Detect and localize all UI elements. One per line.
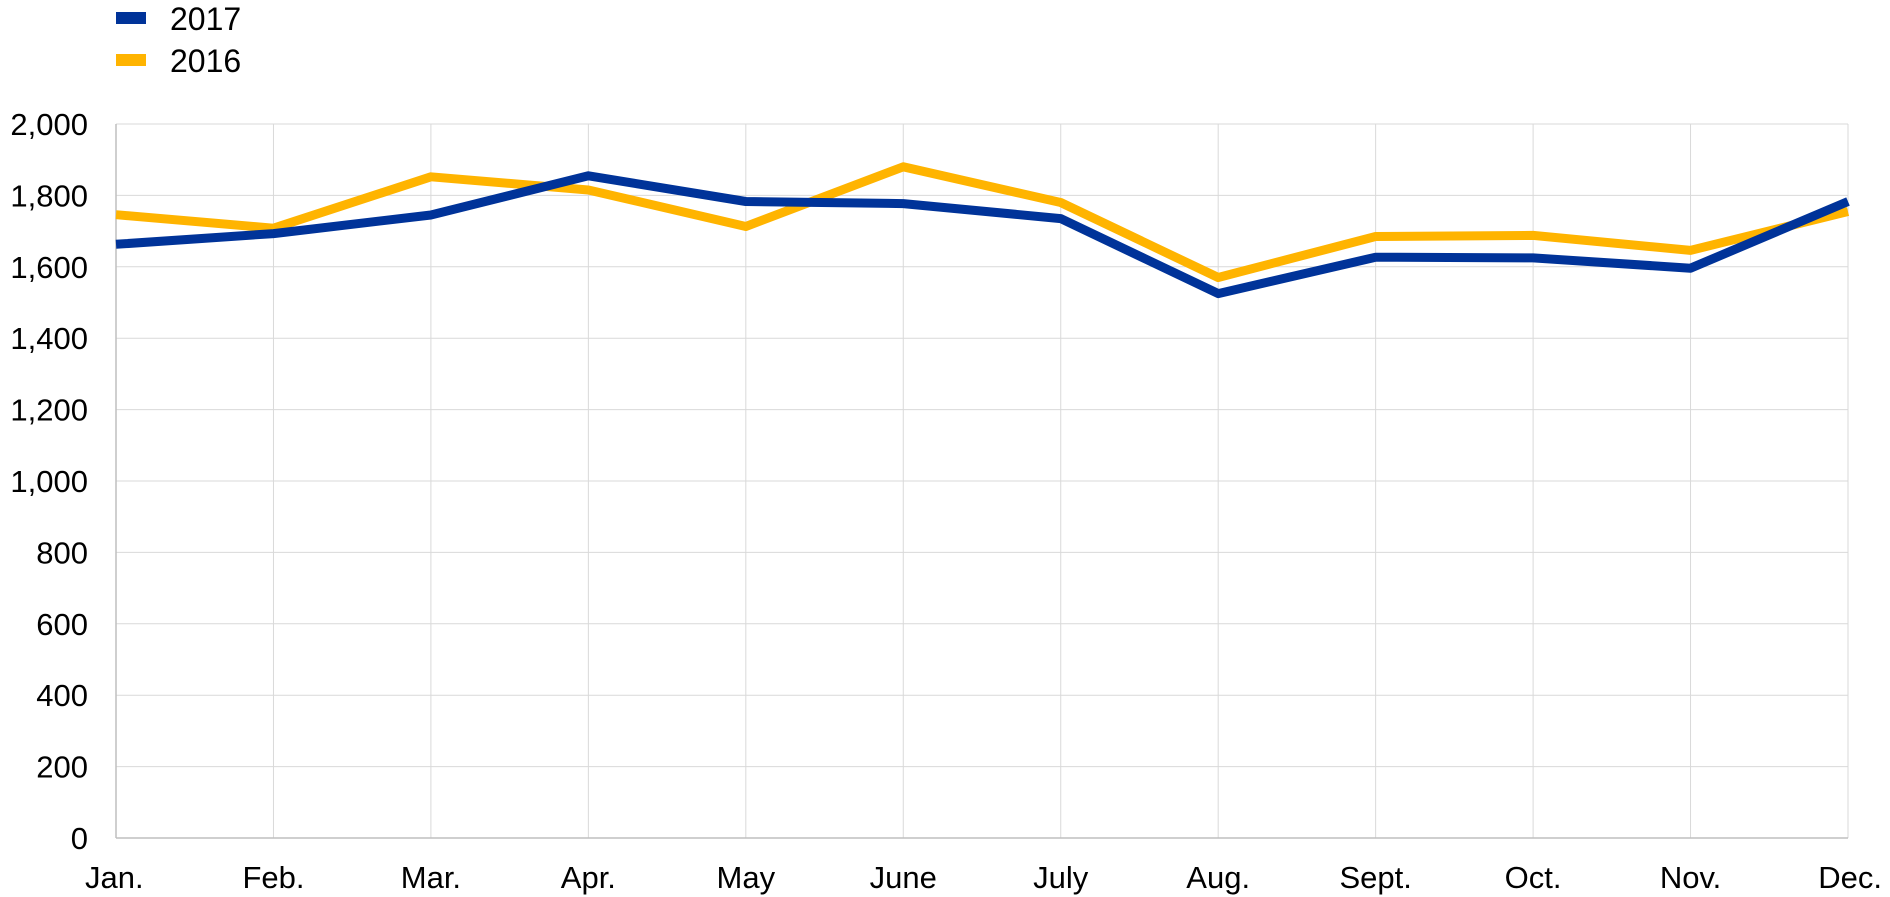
- x-tick-label: Mar.: [401, 860, 461, 895]
- legend-label: 2017: [170, 1, 241, 37]
- y-axis-ticks: 0 200 400 600 800 1,000 1,200 1,400 1,600 1,800 2,…: [10, 107, 88, 856]
- legend-swatch-2016: [116, 54, 146, 66]
- x-tick-label: June: [870, 860, 937, 895]
- legend-swatch-2017: [116, 12, 146, 24]
- x-tick-label: Jan.: [85, 860, 144, 895]
- y-tick-label: 0: [71, 821, 88, 856]
- y-tick-label: 1,600: [10, 250, 88, 285]
- x-tick-label: Sept.: [1339, 860, 1411, 895]
- x-tick-label: July: [1033, 860, 1089, 895]
- x-tick-label: Oct.: [1505, 860, 1562, 895]
- gridlines: [116, 123, 1849, 838]
- x-tick-label: Nov.: [1660, 860, 1721, 895]
- x-tick-label: Apr.: [561, 860, 616, 895]
- x-tick-label: Dec.: [1818, 860, 1882, 895]
- x-tick-label: Feb.: [242, 860, 304, 895]
- series-lines: [115, 162, 1850, 299]
- x-tick-label: May: [717, 860, 776, 895]
- series-line-2016: [115, 162, 1850, 282]
- legend: 2017 2016: [116, 1, 241, 79]
- y-tick-label: 800: [36, 535, 88, 570]
- series-line-2017: [115, 171, 1850, 299]
- x-axis-ticks: Jan. Feb. Mar. Apr. May June July Aug. Sept. Oct.…: [85, 860, 1882, 895]
- y-tick-label: 1,200: [10, 393, 88, 428]
- y-tick-label: 200: [36, 750, 88, 785]
- y-tick-label: 400: [36, 678, 88, 713]
- y-tick-label: 1,000: [10, 464, 88, 499]
- legend-label: 2016: [170, 43, 241, 79]
- y-tick-label: 2,000: [10, 107, 88, 142]
- x-tick-label: Aug.: [1186, 860, 1250, 895]
- y-tick-label: 1,800: [10, 178, 88, 213]
- y-tick-label: 1,400: [10, 321, 88, 356]
- y-tick-label: 600: [36, 607, 88, 642]
